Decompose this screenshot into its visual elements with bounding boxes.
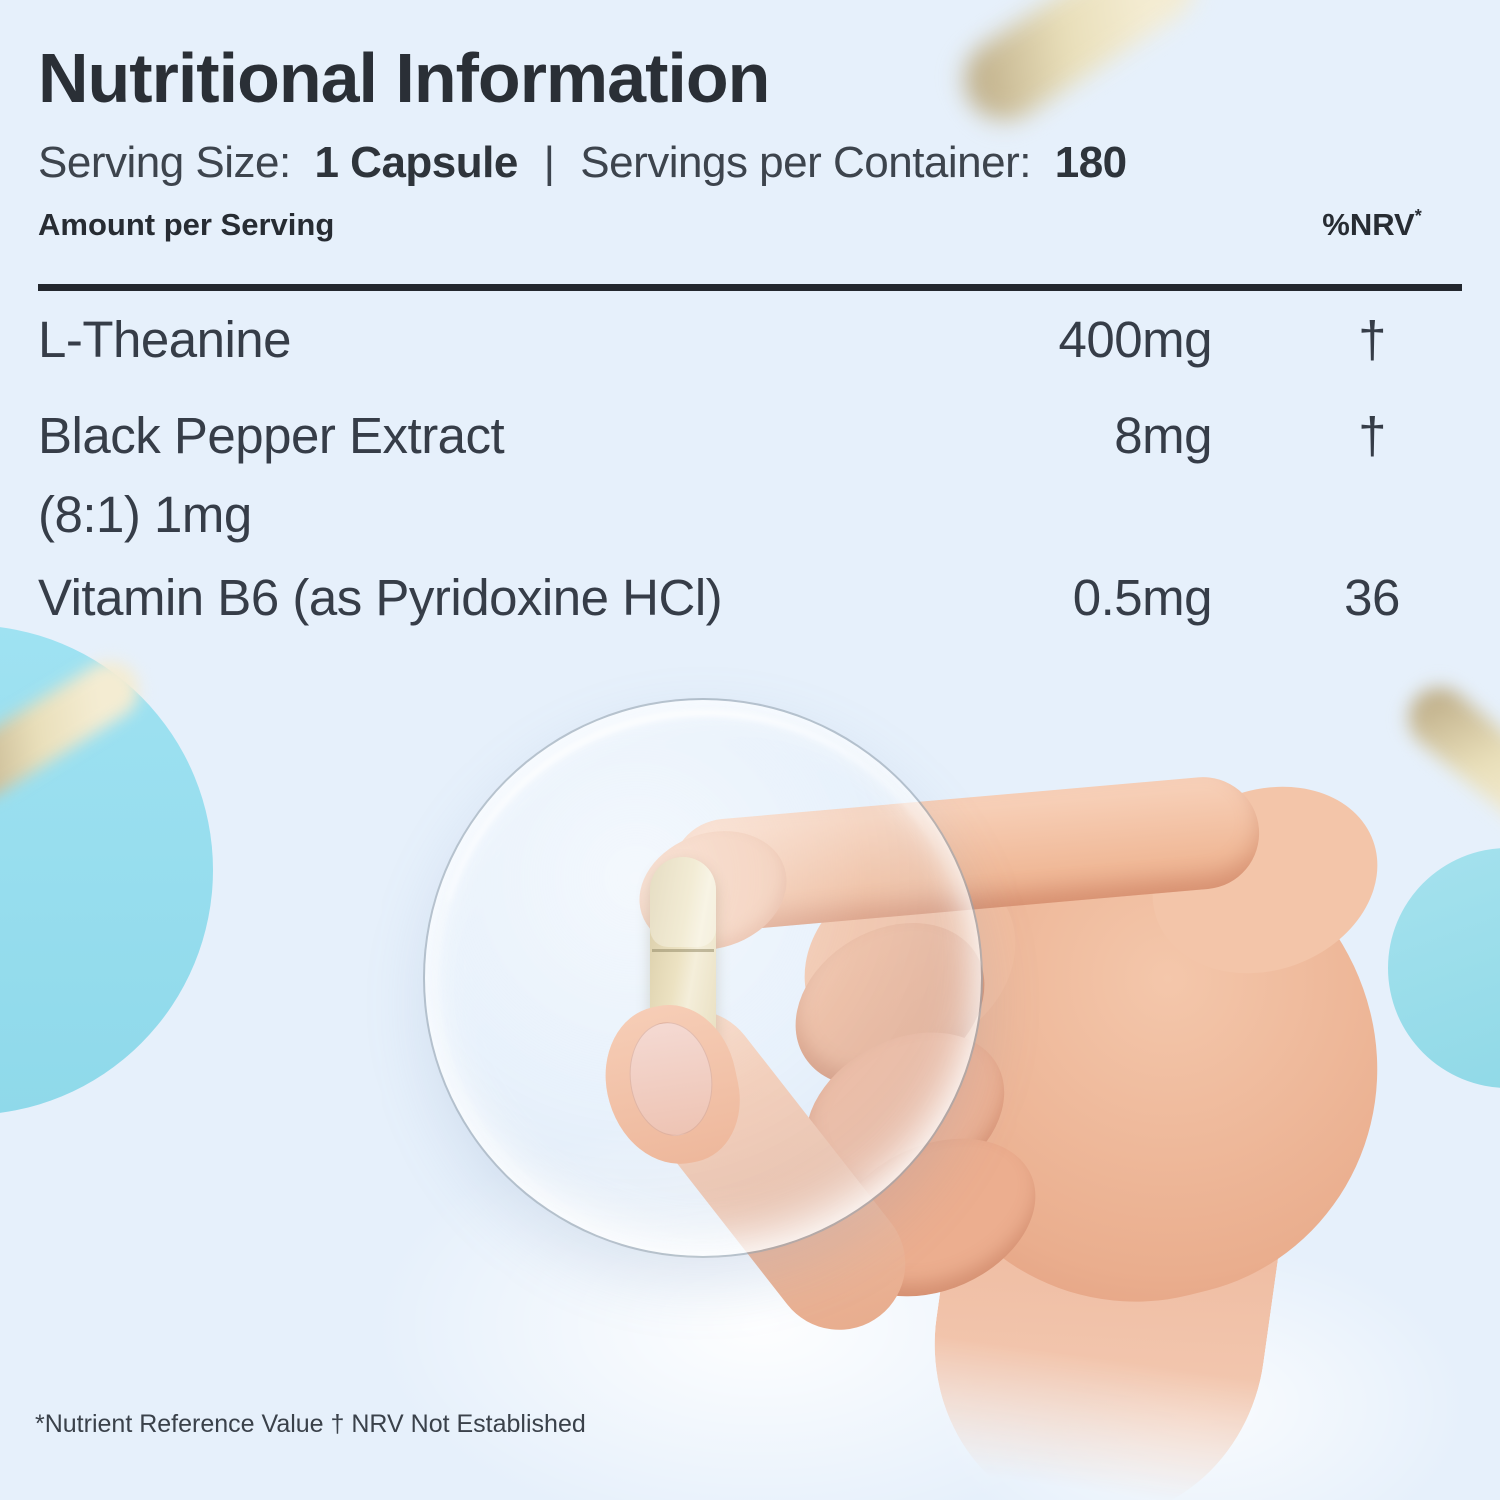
ingredient-amount: 0.5mg bbox=[1072, 569, 1213, 626]
footnote: *Nutrient Reference Value † NRV Not Esta… bbox=[35, 1410, 586, 1438]
ingredient-amount: 400mg bbox=[1058, 311, 1213, 368]
ingredient-name: Vitamin B6 (as Pyridoxine HCl) bbox=[38, 569, 723, 626]
ingredient-nrv: † bbox=[1358, 311, 1386, 368]
nrv-header: %NRV* bbox=[1322, 206, 1422, 242]
table-header-row: Amount per Serving %NRV* bbox=[38, 207, 1462, 243]
nrv-asterisk: * bbox=[1414, 206, 1422, 226]
servings-per-container-value: 180 bbox=[1054, 138, 1127, 187]
ingredient-amount: 8mg bbox=[1114, 407, 1212, 464]
serving-separator: | bbox=[543, 138, 555, 187]
serving-size-label: Serving Size: bbox=[38, 138, 291, 187]
serving-size-value: 1 Capsule bbox=[314, 138, 518, 187]
nutrition-row-l-theanine: L-Theanine 400mg † bbox=[38, 300, 1462, 379]
ingredient-name: L-Theanine bbox=[38, 311, 292, 368]
ingredient-nrv: 36 bbox=[1344, 569, 1400, 626]
page-title: Nutritional Information bbox=[38, 39, 770, 117]
ingredient-name: Black Pepper Extract (8:1) 1mg bbox=[38, 407, 505, 544]
ingredient-nrv: † bbox=[1358, 407, 1386, 464]
servings-per-container-label: Servings per Container: bbox=[580, 138, 1031, 187]
table-divider bbox=[38, 284, 1462, 291]
nutrition-row-black-pepper-extract: Black Pepper Extract (8:1) 1mg 8mg † bbox=[38, 396, 1462, 554]
amount-per-serving-header: Amount per Serving bbox=[38, 207, 335, 242]
serving-info: Serving Size: 1 Capsule | Servings per C… bbox=[38, 138, 1127, 188]
nutrition-row-vitamin-b6: Vitamin B6 (as Pyridoxine HCl) 0.5mg 36 bbox=[38, 558, 1462, 637]
